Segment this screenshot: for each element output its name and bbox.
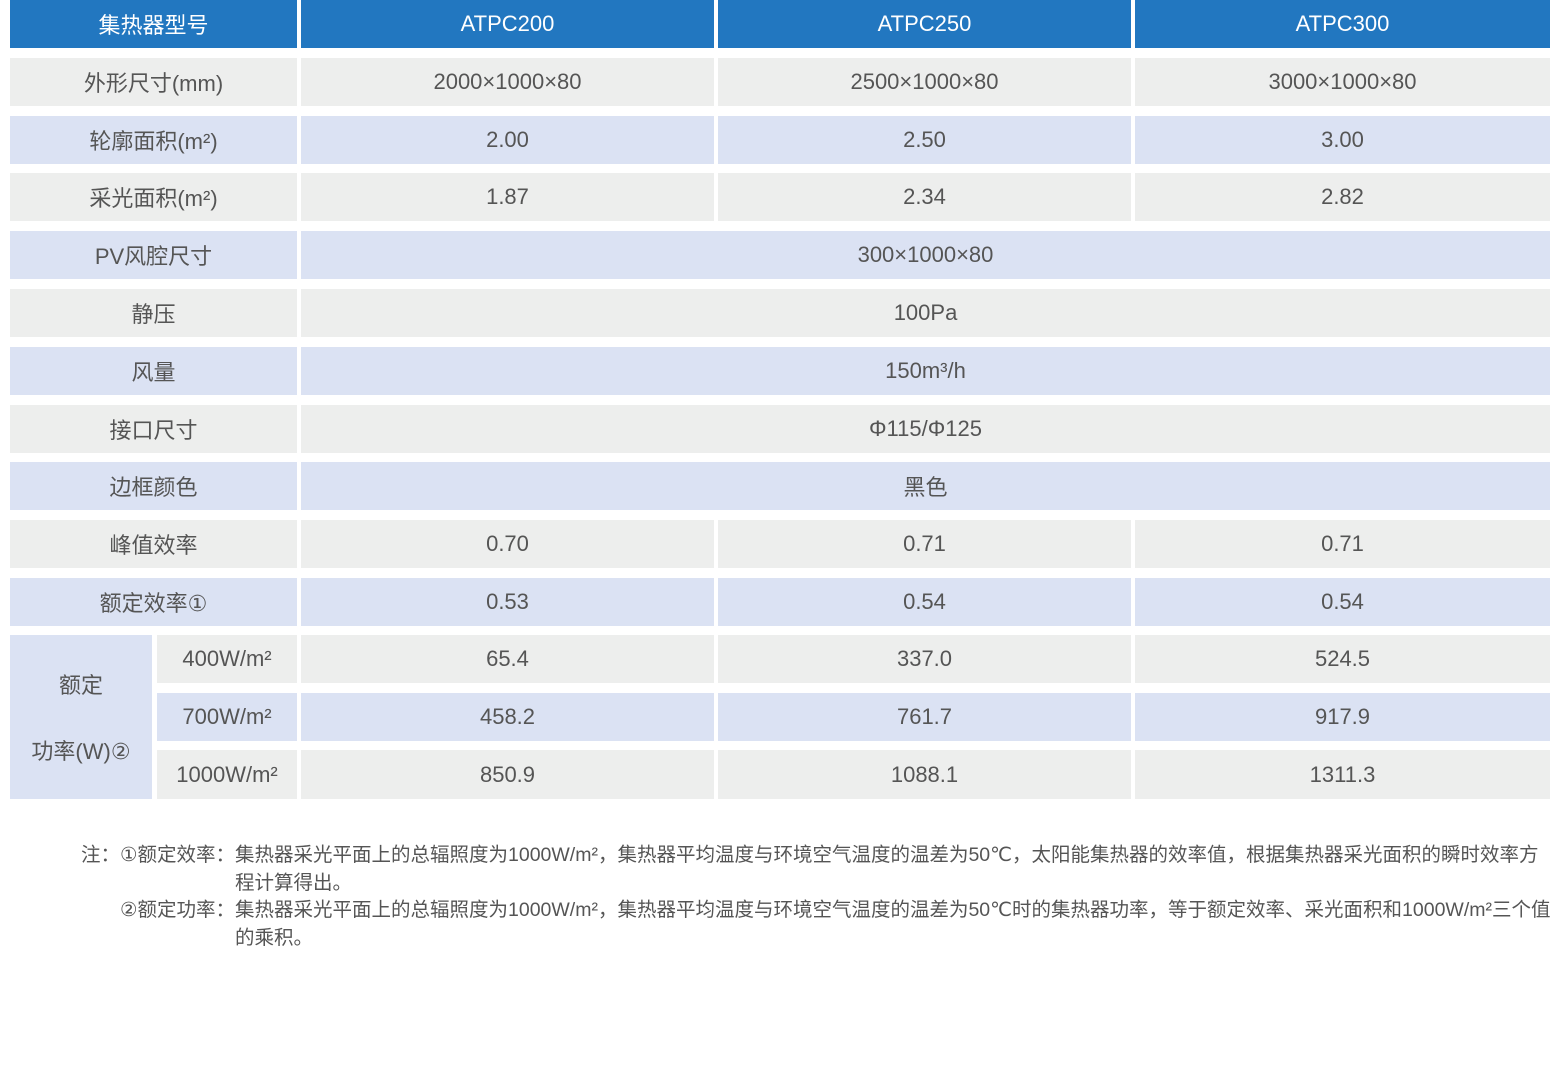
row-label: 外形尺寸(mm) (10, 58, 297, 106)
row-value: 2500×1000×80 (718, 58, 1131, 106)
row-label: 风量 (10, 347, 297, 395)
row-label: 接口尺寸 (10, 405, 297, 453)
notes: 注：①额定效率： 集热器采光平面上的总辐照度为1000W/m²，集热器平均温度与… (48, 842, 1558, 952)
row-label: 额定效率① (10, 578, 297, 626)
power-irradiance-label: 1000W/m² (157, 750, 297, 799)
power-irradiance-label: 700W/m² (157, 693, 297, 741)
row-value: 2.00 (301, 116, 714, 164)
row-label: 峰值效率 (10, 520, 297, 568)
row-value: 0.71 (718, 520, 1131, 568)
row-value: 2.50 (718, 116, 1131, 164)
power-irradiance-label: 400W/m² (157, 635, 297, 683)
row-value: 黑色 (301, 462, 1550, 510)
header-model: ATPC250 (718, 0, 1131, 48)
power-value: 850.9 (301, 750, 714, 799)
row-label: 采光面积(m²) (10, 173, 297, 221)
row-value: 0.70 (301, 520, 714, 568)
note-label: 注：①额定效率： (81, 844, 235, 866)
power-value: 458.2 (301, 693, 714, 741)
row-value: 0.54 (718, 578, 1131, 626)
row-label: PV风腔尺寸 (10, 231, 297, 279)
power-label-line1: 额定 (58, 673, 103, 698)
power-label-line2: 功率(W)② (31, 739, 131, 764)
power-value: 1311.3 (1135, 750, 1550, 799)
row-value: 100Pa (301, 289, 1550, 337)
row-value: 3000×1000×80 (1135, 58, 1550, 106)
row-value: 0.54 (1135, 578, 1550, 626)
power-value: 65.4 (301, 635, 714, 683)
row-label: 静压 (10, 289, 297, 337)
row-value: 3.00 (1135, 116, 1550, 164)
row-value: Φ115/Φ125 (301, 405, 1550, 453)
note-2: ②额定功率： 集热器采光平面上的总辐照度为1000W/m²，集热器平均温度与环境… (48, 897, 1558, 952)
note-text: 集热器采光平面上的总辐照度为1000W/m²，集热器平均温度与环境空气温度的温差… (235, 844, 1539, 894)
row-label: 轮廓面积(m²) (10, 116, 297, 164)
row-value: 1.87 (301, 173, 714, 221)
row-value: 2.34 (718, 173, 1131, 221)
row-label: 边框颜色 (10, 462, 297, 510)
power-value: 1088.1 (718, 750, 1131, 799)
row-value: 2000×1000×80 (301, 58, 714, 106)
row-value: 0.71 (1135, 520, 1550, 568)
row-value: 0.53 (301, 578, 714, 626)
row-value: 2.82 (1135, 173, 1550, 221)
note-label: ②额定功率： (120, 899, 235, 921)
power-value: 761.7 (718, 693, 1131, 741)
power-group-label: 额定功率(W)② (10, 635, 152, 799)
header-model: ATPC200 (301, 0, 714, 48)
row-value: 300×1000×80 (301, 231, 1550, 279)
note-text: 集热器采光平面上的总辐照度为1000W/m²，集热器平均温度与环境空气温度的温差… (235, 899, 1551, 949)
header-model: ATPC300 (1135, 0, 1550, 48)
power-value: 917.9 (1135, 693, 1550, 741)
power-value: 337.0 (718, 635, 1131, 683)
power-value: 524.5 (1135, 635, 1550, 683)
header-label: 集热器型号 (10, 0, 297, 48)
note-1: 注：①额定效率： 集热器采光平面上的总辐照度为1000W/m²，集热器平均温度与… (48, 842, 1558, 897)
row-value: 150m³/h (301, 347, 1550, 395)
